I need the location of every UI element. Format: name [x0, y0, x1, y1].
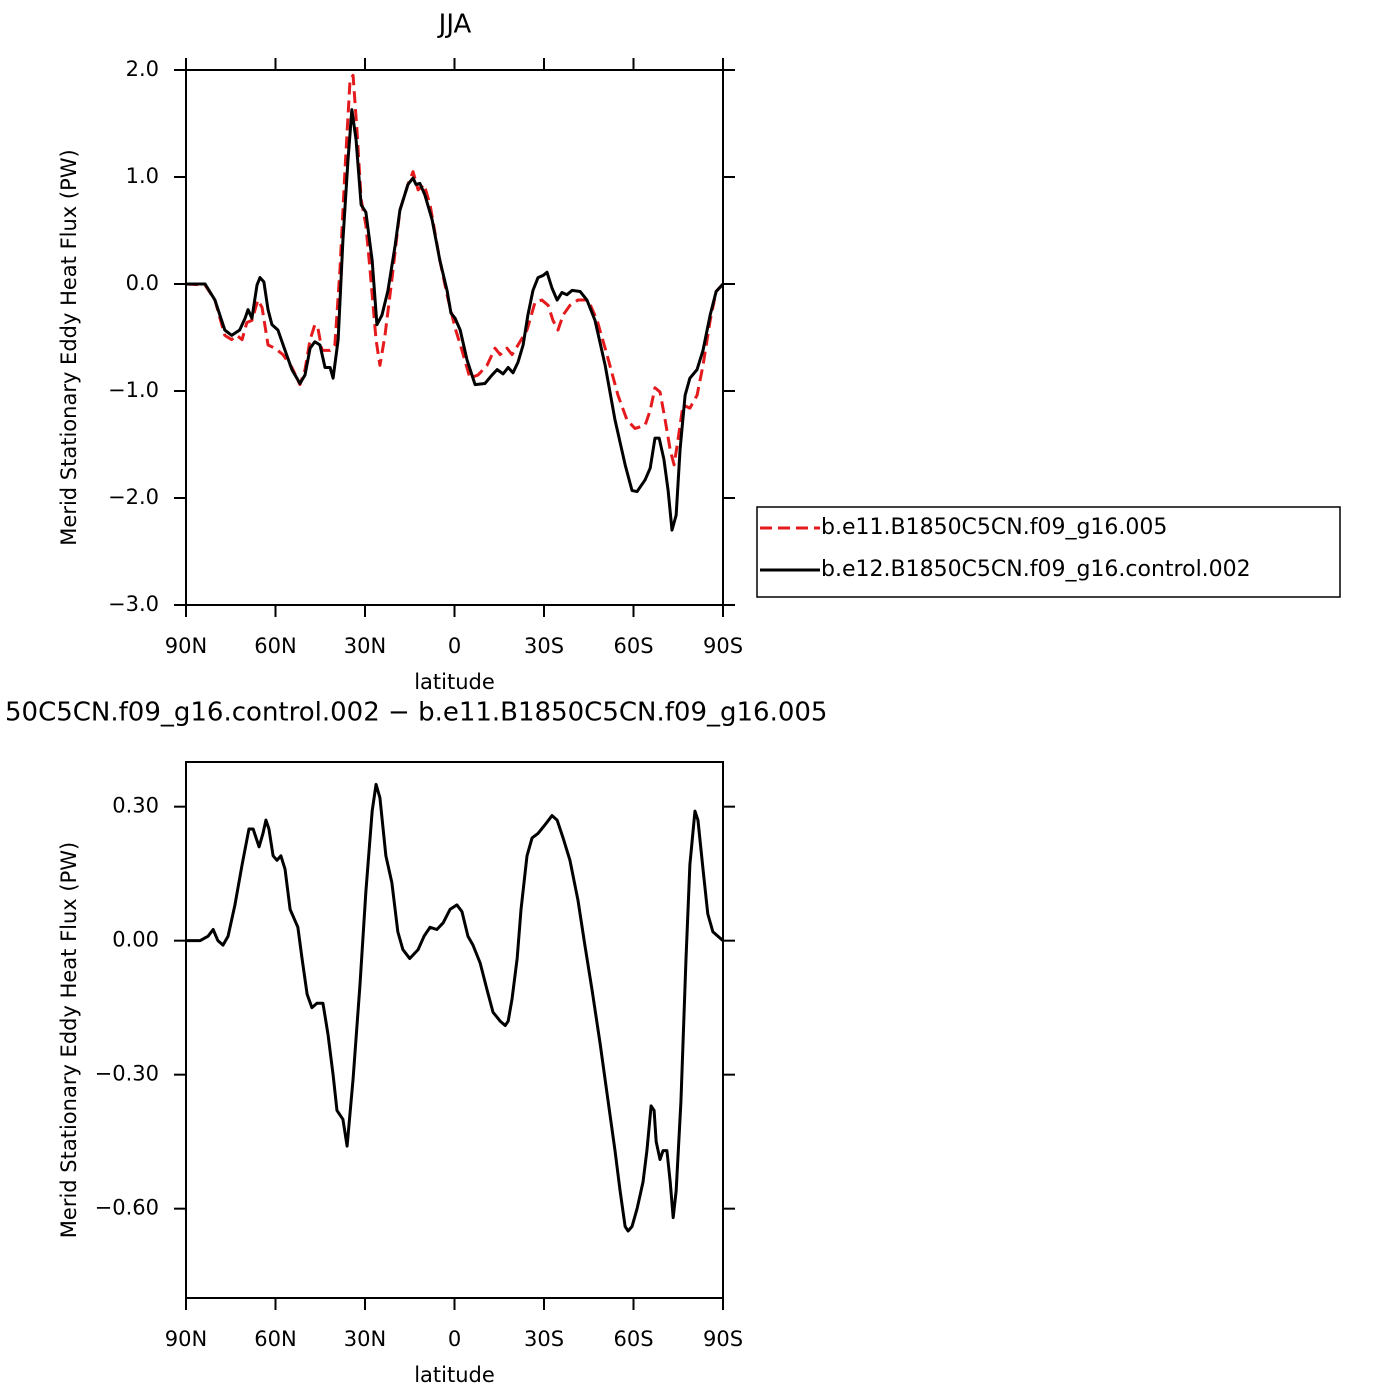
data-line	[186, 782, 724, 1233]
y-tick-label: −1.0	[108, 378, 159, 402]
x-tick-label: 60S	[613, 1327, 653, 1351]
chart-title: JJA	[437, 10, 472, 40]
x-tick-label: 30S	[524, 634, 564, 658]
x-tick-label: 90S	[703, 634, 743, 658]
y-tick-label: −3.0	[108, 592, 159, 616]
x-tick-label: 90S	[703, 1327, 743, 1351]
x-tick-label: 30N	[344, 634, 386, 658]
data-line	[186, 108, 725, 532]
y-tick-label: 1.0	[126, 164, 159, 188]
x-tick-label: 60N	[254, 1327, 296, 1351]
x-tick-label: 30S	[524, 1327, 564, 1351]
y-tick-label: −0.60	[95, 1196, 159, 1220]
plot-frame	[185, 69, 724, 606]
y-tick-label: −2.0	[108, 485, 159, 509]
x-tick-label: 30N	[344, 1327, 386, 1351]
x-tick-label: 60S	[613, 634, 653, 658]
legend-label: b.e12.B1850C5CN.f09_g16.control.002	[821, 557, 1251, 582]
y-tick-label: 0.00	[112, 928, 159, 952]
x-tick-label: 90N	[165, 634, 207, 658]
y-axis-label: Merid Stationary Eddy Heat Flux (PW)	[57, 842, 81, 1238]
x-tick-label: 90N	[165, 1327, 207, 1351]
x-tick-label: 0	[448, 1327, 461, 1351]
plot-frame	[185, 761, 724, 1299]
legend-box	[756, 506, 1341, 598]
x-axis-label: latitude	[414, 1363, 495, 1387]
y-tick-label: 0.30	[112, 794, 159, 818]
y-tick-label: 2.0	[126, 57, 159, 81]
x-tick-label: 60N	[254, 634, 296, 658]
y-tick-label: 0.0	[126, 271, 159, 295]
y-tick-label: −0.30	[95, 1062, 159, 1086]
legend-label: b.e11.B1850C5CN.f09_g16.005	[821, 515, 1167, 540]
x-tick-label: 0	[448, 634, 461, 658]
chart-title: 50C5CN.f09_g16.control.002 − b.e11.B1850…	[5, 698, 827, 728]
y-axis-label: Merid Stationary Eddy Heat Flux (PW)	[57, 149, 81, 545]
x-axis-label: latitude	[414, 670, 495, 694]
